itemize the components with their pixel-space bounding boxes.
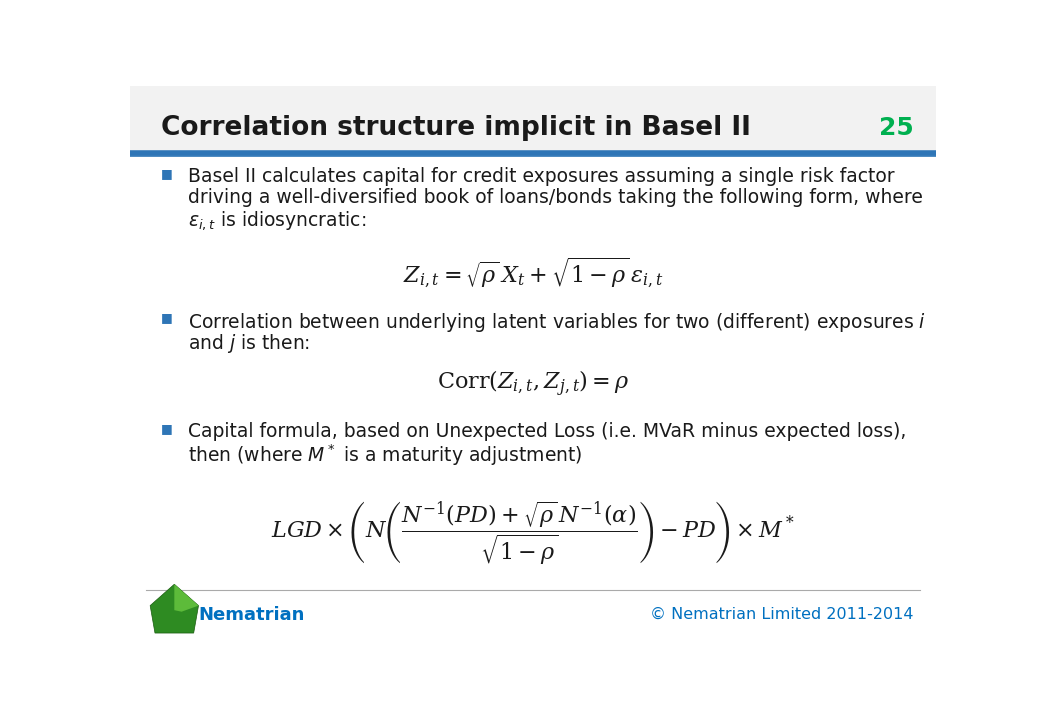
Text: then (where $M^*$ is a maturity adjustment): then (where $M^*$ is a maturity adjustme… xyxy=(188,443,582,469)
Text: Nematrian: Nematrian xyxy=(199,606,305,624)
Text: $\mathrm{Corr}\left(Z_{i,t},Z_{j,t}\right) = \rho$: $\mathrm{Corr}\left(Z_{i,t},Z_{j,t}\righ… xyxy=(437,369,629,400)
Text: Basel II calculates capital for credit exposures assuming a single risk factor: Basel II calculates capital for credit e… xyxy=(188,167,894,186)
Text: ■: ■ xyxy=(160,422,173,435)
Text: ■: ■ xyxy=(160,167,173,180)
Text: Correlation between underlying latent variables for two (different) exposures $i: Correlation between underlying latent va… xyxy=(188,311,926,334)
Text: $LGD \times \left( N\left( \dfrac{N^{-1}(PD) + \sqrt{\rho}\, N^{-1}(\alpha)}{\sq: $LGD \times \left( N\left( \dfrac{N^{-1}… xyxy=(270,500,796,567)
Text: $Z_{i,t} = \sqrt{\rho}\, X_t + \sqrt{1-\rho}\, \varepsilon_{i,t}$: $Z_{i,t} = \sqrt{\rho}\, X_t + \sqrt{1-\… xyxy=(402,256,664,291)
Text: driving a well-diversified book of loans/bonds taking the following form, where: driving a well-diversified book of loans… xyxy=(188,188,922,207)
Polygon shape xyxy=(175,584,199,612)
Text: and $j$ is then:: and $j$ is then: xyxy=(188,332,310,355)
Text: $\varepsilon_{i,t}$ is idiosyncratic:: $\varepsilon_{i,t}$ is idiosyncratic: xyxy=(188,209,366,232)
FancyBboxPatch shape xyxy=(130,86,936,153)
Text: Correlation structure implicit in Basel II: Correlation structure implicit in Basel … xyxy=(160,115,751,141)
Text: Capital formula, based on Unexpected Loss (i.e. MVaR minus expected loss),: Capital formula, based on Unexpected Los… xyxy=(188,422,907,441)
Text: 25: 25 xyxy=(879,116,913,140)
Text: ■: ■ xyxy=(160,311,173,324)
Text: © Nematrian Limited 2011-2014: © Nematrian Limited 2011-2014 xyxy=(650,607,913,622)
Polygon shape xyxy=(150,584,199,633)
